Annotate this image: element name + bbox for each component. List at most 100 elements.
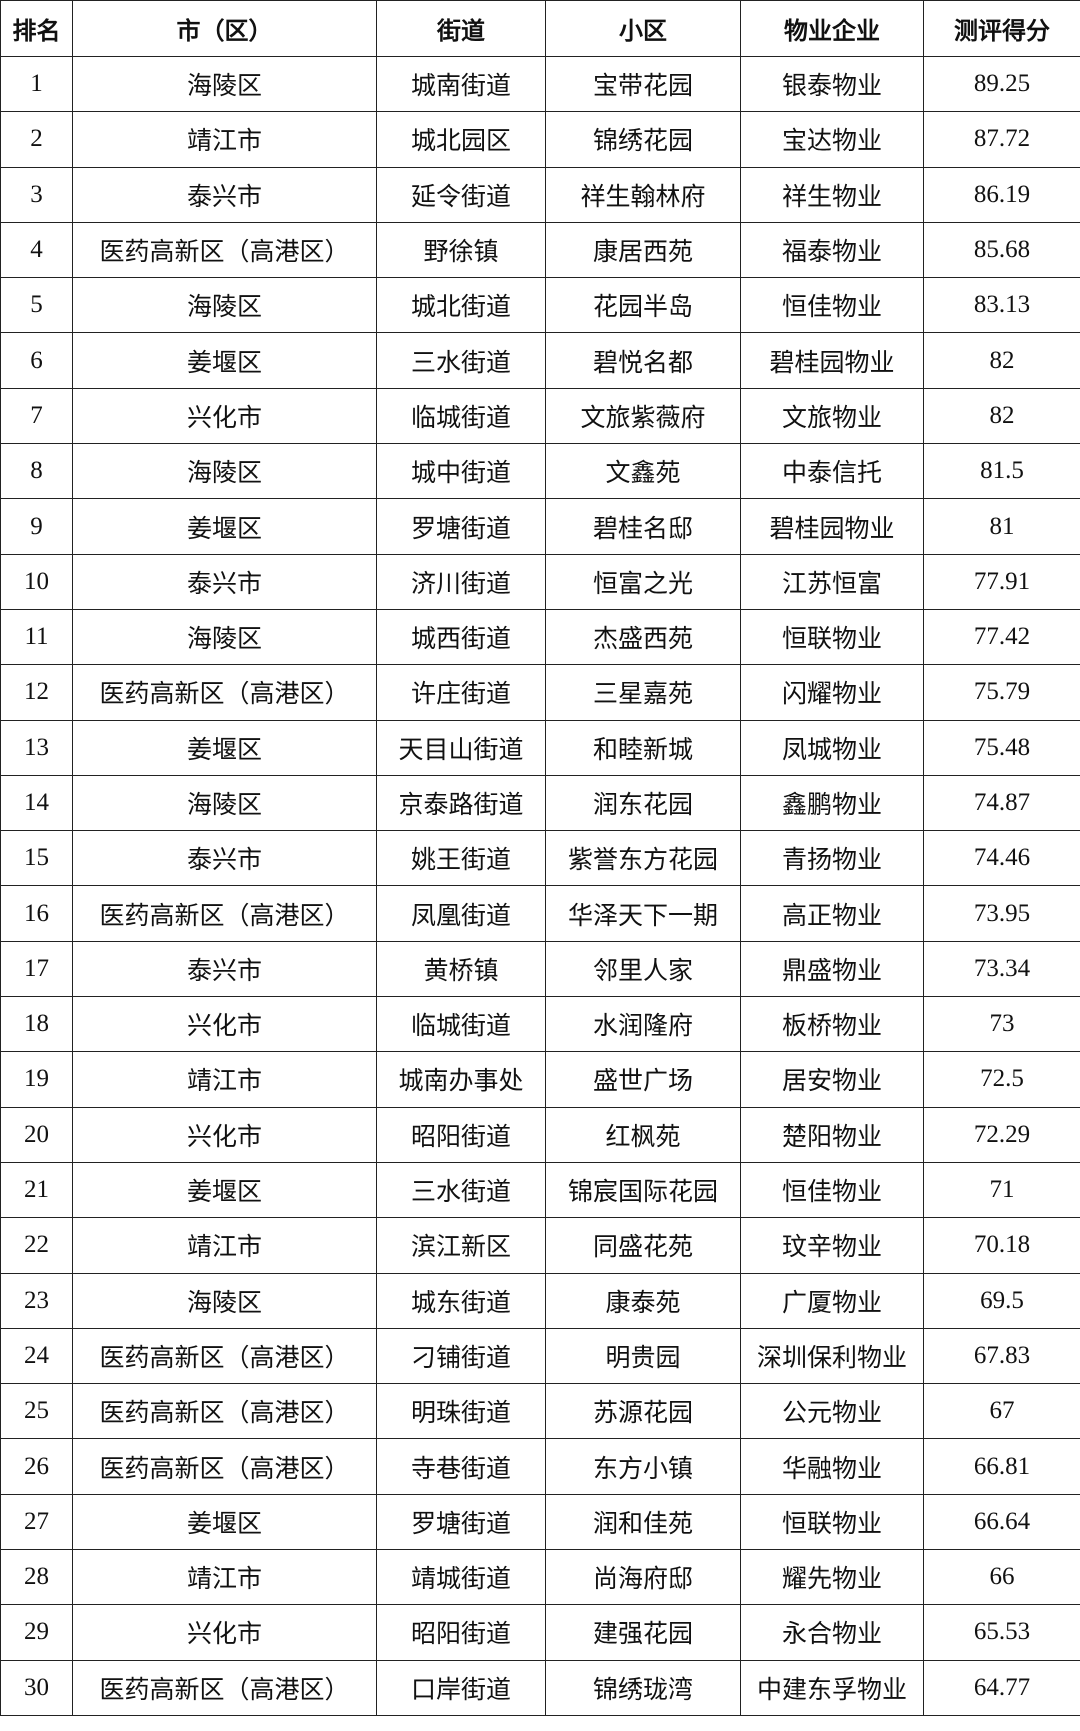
- table-row: 11 海陵区 城西街道 杰盛西苑 恒联物业 77.42: [0, 608, 1080, 666]
- table-row: 2 靖江市 城北园区 锦绣花园 宝达物业 87.72: [0, 111, 1080, 168]
- cell-city-district: 医药高新区（高港区）: [72, 1383, 377, 1440]
- cell-score: 65.53: [923, 1604, 1080, 1661]
- cell-rank: 5: [0, 277, 73, 334]
- cell-community: 祥生翰林府: [545, 166, 741, 223]
- cell-property-company: 凤城物业: [740, 719, 924, 776]
- table-row: 13 姜堰区 天目山街道 和睦新城 凤城物业 75.48: [0, 719, 1080, 776]
- cell-community: 花园半岛: [545, 277, 741, 334]
- cell-score: 67: [923, 1383, 1080, 1440]
- cell-score: 66.81: [923, 1438, 1080, 1495]
- table-row: 14 海陵区 京泰路街道 润东花园 鑫鹏物业 74.87: [0, 774, 1080, 832]
- cell-city-district: 医药高新区（高港区）: [72, 885, 377, 942]
- cell-street: 三水街道: [376, 332, 546, 389]
- cell-property-company: 福泰物业: [740, 221, 924, 279]
- cell-street: 城南街道: [376, 55, 546, 113]
- column-header-rank: 排名: [0, 0, 73, 57]
- table-row: 19 靖江市 城南办事处 盛世广场 居安物业 72.5: [0, 1051, 1080, 1108]
- cell-street: 京泰路街道: [376, 774, 546, 832]
- cell-street: 罗塘街道: [376, 1493, 546, 1551]
- cell-score: 71: [923, 1161, 1080, 1219]
- cell-property-company: 恒佳物业: [740, 1161, 924, 1219]
- table-row: 3 泰兴市 延令街道 祥生翰林府 祥生物业 86.19: [0, 166, 1080, 223]
- cell-score: 74.46: [923, 830, 1080, 887]
- cell-city-district: 泰兴市: [72, 553, 377, 610]
- table-row: 15 泰兴市 姚王街道 紫誉东方花园 青扬物业 74.46: [0, 830, 1080, 887]
- cell-city-district: 兴化市: [72, 996, 377, 1053]
- table-row: 20 兴化市 昭阳街道 红枫苑 楚阳物业 72.29: [0, 1106, 1080, 1163]
- cell-city-district: 兴化市: [72, 1604, 377, 1661]
- table-row: 29 兴化市 昭阳街道 建强花园 永合物业 65.53: [0, 1604, 1080, 1661]
- cell-community: 碧悦名都: [545, 332, 741, 389]
- cell-community: 盛世广场: [545, 1051, 741, 1108]
- cell-city-district: 姜堰区: [72, 498, 377, 555]
- cell-rank: 15: [0, 830, 73, 887]
- cell-score: 75.48: [923, 719, 1080, 776]
- table-row: 30 医药高新区（高港区） 口岸街道 锦绣珑湾 中建东孚物业 64.77: [0, 1659, 1080, 1716]
- cell-property-company: 板桥物业: [740, 996, 924, 1053]
- cell-rank: 16: [0, 885, 73, 942]
- cell-score: 72.5: [923, 1051, 1080, 1108]
- cell-street: 野徐镇: [376, 221, 546, 279]
- cell-city-district: 姜堰区: [72, 719, 377, 776]
- cell-score: 85.68: [923, 221, 1080, 279]
- cell-street: 城中街道: [376, 443, 546, 500]
- table-row: 7 兴化市 临城街道 文旅紫薇府 文旅物业 82: [0, 387, 1080, 445]
- cell-rank: 22: [0, 1217, 73, 1274]
- cell-property-company: 广厦物业: [740, 1272, 924, 1329]
- cell-city-district: 靖江市: [72, 1051, 377, 1108]
- table-row: 10 泰兴市 济川街道 恒富之光 江苏恒富 77.91: [0, 553, 1080, 610]
- cell-score: 66: [923, 1549, 1080, 1606]
- table-row: 1 海陵区 城南街道 宝带花园 银泰物业 89.25: [0, 55, 1080, 113]
- cell-city-district: 泰兴市: [72, 940, 377, 998]
- cell-city-district: 医药高新区（高港区）: [72, 1438, 377, 1495]
- cell-property-company: 恒联物业: [740, 1493, 924, 1551]
- cell-score: 66.64: [923, 1493, 1080, 1551]
- cell-property-company: 耀先物业: [740, 1549, 924, 1606]
- cell-score: 67.83: [923, 1327, 1080, 1385]
- column-header-property-company: 物业企业: [740, 0, 924, 57]
- cell-rank: 7: [0, 387, 73, 445]
- cell-community: 邻里人家: [545, 940, 741, 998]
- cell-street: 姚王街道: [376, 830, 546, 887]
- cell-community: 锦绣珑湾: [545, 1659, 741, 1716]
- table-row: 4 医药高新区（高港区） 野徐镇 康居西苑 福泰物业 85.68: [0, 221, 1080, 279]
- cell-city-district: 海陵区: [72, 1272, 377, 1329]
- cell-community: 恒富之光: [545, 553, 741, 610]
- cell-community: 碧桂名邸: [545, 498, 741, 555]
- cell-community: 水润隆府: [545, 996, 741, 1053]
- cell-street: 寺巷街道: [376, 1438, 546, 1495]
- cell-street: 刁铺街道: [376, 1327, 546, 1385]
- cell-city-district: 医药高新区（高港区）: [72, 664, 377, 721]
- cell-property-company: 碧桂园物业: [740, 498, 924, 555]
- cell-city-district: 兴化市: [72, 387, 377, 445]
- cell-city-district: 海陵区: [72, 774, 377, 832]
- cell-community: 康居西苑: [545, 221, 741, 279]
- cell-rank: 6: [0, 332, 73, 389]
- cell-street: 明珠街道: [376, 1383, 546, 1440]
- cell-community: 文旅紫薇府: [545, 387, 741, 445]
- cell-street: 天目山街道: [376, 719, 546, 776]
- cell-community: 润和佳苑: [545, 1493, 741, 1551]
- cell-community: 锦绣花园: [545, 111, 741, 168]
- cell-rank: 2: [0, 111, 73, 168]
- table-row: 9 姜堰区 罗塘街道 碧桂名邸 碧桂园物业 81: [0, 498, 1080, 555]
- cell-property-company: 宝达物业: [740, 111, 924, 168]
- cell-city-district: 靖江市: [72, 1549, 377, 1606]
- cell-street: 城北园区: [376, 111, 546, 168]
- cell-score: 82: [923, 387, 1080, 445]
- cell-city-district: 姜堰区: [72, 1161, 377, 1219]
- cell-score: 73.34: [923, 940, 1080, 998]
- column-header-community: 小区: [545, 0, 741, 57]
- cell-rank: 13: [0, 719, 73, 776]
- cell-community: 苏源花园: [545, 1383, 741, 1440]
- cell-score: 64.77: [923, 1659, 1080, 1716]
- cell-property-company: 华融物业: [740, 1438, 924, 1495]
- cell-city-district: 医药高新区（高港区）: [72, 1659, 377, 1716]
- cell-rank: 4: [0, 221, 73, 279]
- cell-property-company: 碧桂园物业: [740, 332, 924, 389]
- cell-score: 82: [923, 332, 1080, 389]
- cell-property-company: 文旅物业: [740, 387, 924, 445]
- cell-city-district: 泰兴市: [72, 830, 377, 887]
- cell-score: 77.42: [923, 608, 1080, 666]
